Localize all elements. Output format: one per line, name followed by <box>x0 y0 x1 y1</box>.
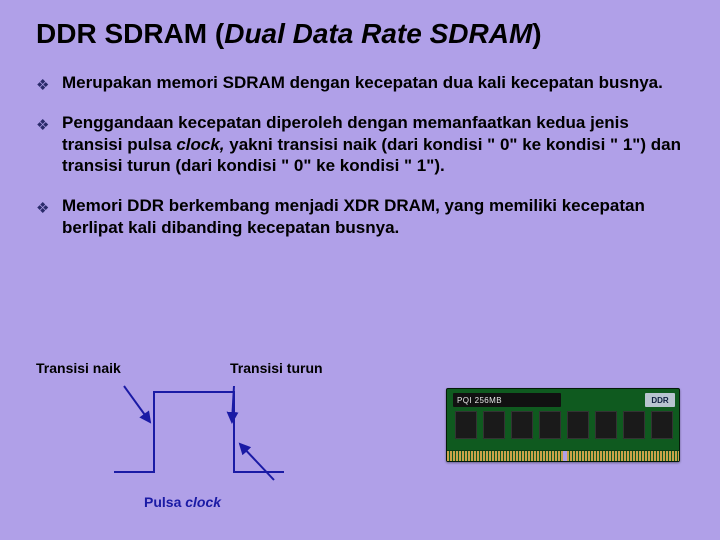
bullet-item: ❖Penggandaan kecepatan diperoleh dengan … <box>36 112 684 177</box>
label-clock-pre: Pulsa <box>144 494 185 510</box>
bullet-text: clock, <box>176 135 224 154</box>
ram-chip <box>623 411 645 439</box>
label-pulsa-clock: Pulsa clock <box>144 494 221 510</box>
title-pre: DDR SDRAM ( <box>36 18 224 49</box>
bullet-glyph-icon: ❖ <box>36 199 49 218</box>
ram-notch <box>563 451 567 461</box>
label-transisi-naik: Transisi naik <box>36 360 121 376</box>
bullet-list: ❖ Merupakan memori SDRAM dengan kecepatan… <box>36 72 684 239</box>
bullet-text: Memori DDR berkembang menjadi XDR DRAM, … <box>62 196 645 237</box>
bullet-item: ❖ Memori DDR berkembang menjadi XDR DRAM,… <box>36 195 684 239</box>
ram-sticker-label: PQI 256MB <box>453 393 561 407</box>
label-transisi-turun: Transisi turun <box>230 360 323 376</box>
ram-module-illustration: PQI 256MB DDR <box>446 388 680 462</box>
ram-chip <box>483 411 505 439</box>
diagram-area: Transisi naik Transisi turun Pulsa clock… <box>36 352 686 522</box>
title-post: ) <box>532 18 541 49</box>
bullet-glyph-icon: ❖ <box>36 116 49 135</box>
slide-title: DDR SDRAM (Dual Data Rate SDRAM) <box>36 18 684 50</box>
bullet-text: Merupakan memori SDRAM dengan kecepatan … <box>62 73 663 92</box>
label-clock-italic: clock <box>185 494 221 510</box>
bullet-item: ❖ Merupakan memori SDRAM dengan kecepatan… <box>36 72 684 94</box>
clock-pulse-diagram <box>104 382 294 482</box>
title-italic: Dual Data Rate SDRAM <box>224 18 532 49</box>
bullet-glyph-icon: ❖ <box>36 76 49 95</box>
ram-chip <box>539 411 561 439</box>
ram-chip <box>595 411 617 439</box>
ram-chip <box>651 411 673 439</box>
ram-chip <box>511 411 533 439</box>
ram-ddr-badge: DDR <box>645 393 675 407</box>
ram-chip <box>455 411 477 439</box>
ram-chip <box>567 411 589 439</box>
